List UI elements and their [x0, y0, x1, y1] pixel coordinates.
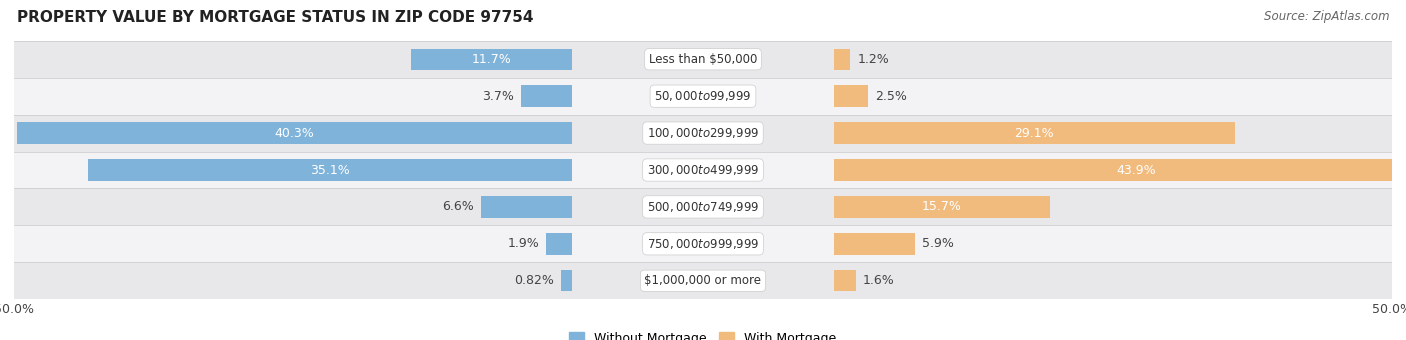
Text: 1.9%: 1.9%: [508, 237, 538, 250]
Text: 40.3%: 40.3%: [274, 126, 315, 140]
Text: $500,000 to $749,999: $500,000 to $749,999: [647, 200, 759, 214]
Text: 35.1%: 35.1%: [311, 164, 350, 176]
Bar: [834, 49, 851, 70]
Text: $50,000 to $99,999: $50,000 to $99,999: [654, 89, 752, 103]
Text: 5.9%: 5.9%: [922, 237, 953, 250]
Text: 2.5%: 2.5%: [875, 90, 907, 103]
Legend: Without Mortgage, With Mortgage: Without Mortgage, With Mortgage: [564, 327, 842, 340]
Text: $1,000,000 or more: $1,000,000 or more: [644, 274, 762, 287]
Text: 43.9%: 43.9%: [1116, 164, 1156, 176]
Text: Source: ZipAtlas.com: Source: ZipAtlas.com: [1264, 10, 1389, 23]
Text: 29.1%: 29.1%: [1015, 126, 1054, 140]
Bar: [522, 85, 572, 107]
Text: Less than $50,000: Less than $50,000: [648, 53, 758, 66]
Text: 11.7%: 11.7%: [471, 53, 512, 66]
Text: PROPERTY VALUE BY MORTGAGE STATUS IN ZIP CODE 97754: PROPERTY VALUE BY MORTGAGE STATUS IN ZIP…: [17, 10, 533, 25]
Bar: [14, 225, 1392, 262]
Bar: [561, 270, 572, 291]
Bar: [14, 115, 1392, 152]
Bar: [834, 270, 856, 291]
Bar: [14, 41, 1392, 78]
Text: 1.6%: 1.6%: [863, 274, 894, 287]
Text: $750,000 to $999,999: $750,000 to $999,999: [647, 237, 759, 251]
Text: $300,000 to $499,999: $300,000 to $499,999: [647, 163, 759, 177]
Bar: [834, 122, 1234, 144]
Bar: [89, 159, 572, 181]
Bar: [834, 85, 869, 107]
Bar: [411, 49, 572, 70]
Text: 15.7%: 15.7%: [922, 200, 962, 214]
Bar: [14, 152, 1392, 188]
Text: 3.7%: 3.7%: [482, 90, 515, 103]
Text: $100,000 to $299,999: $100,000 to $299,999: [647, 126, 759, 140]
Bar: [14, 188, 1392, 225]
Text: 1.2%: 1.2%: [858, 53, 889, 66]
Bar: [834, 233, 915, 255]
Bar: [546, 233, 572, 255]
Bar: [834, 196, 1050, 218]
Bar: [14, 78, 1392, 115]
Bar: [14, 262, 1392, 299]
Text: 6.6%: 6.6%: [443, 200, 474, 214]
Bar: [481, 196, 572, 218]
Bar: [834, 159, 1406, 181]
Text: 0.82%: 0.82%: [515, 274, 554, 287]
Bar: [17, 122, 572, 144]
